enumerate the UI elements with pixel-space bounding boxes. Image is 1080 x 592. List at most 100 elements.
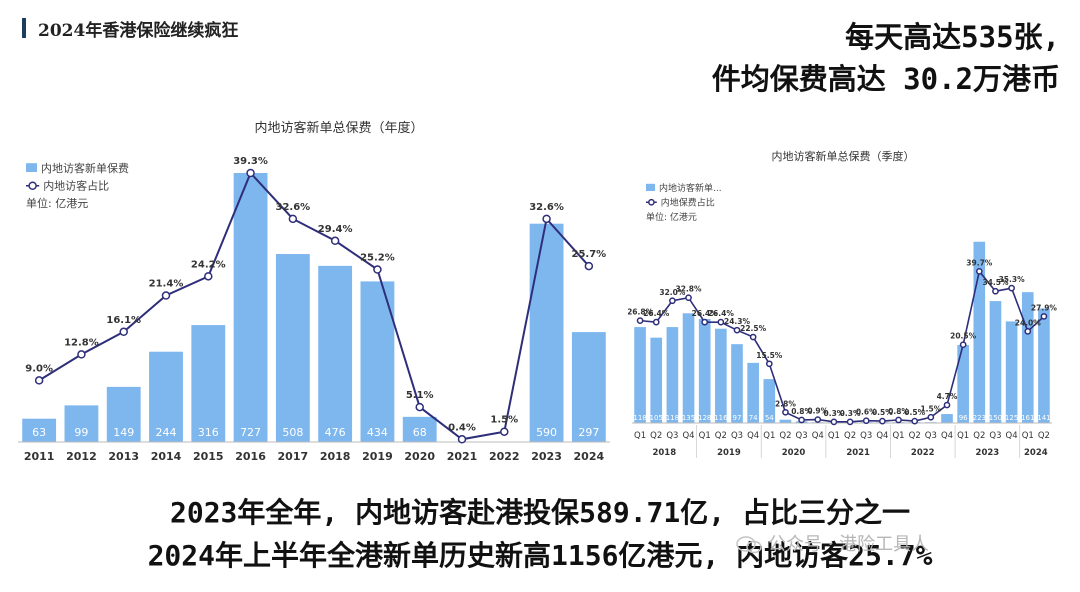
quarter-tick-label-14: Q3: [860, 431, 872, 441]
share-point-6: [733, 326, 741, 334]
bar-5: [233, 173, 268, 442]
share-value-label-12: 0.3%: [824, 409, 845, 418]
year-group-label-1: 2019: [717, 448, 741, 458]
share-point-17: [911, 417, 919, 425]
bar-3: [149, 351, 183, 442]
bar-value-label-3: 244: [156, 426, 177, 439]
share-value-label-4: 26.4%: [692, 309, 719, 318]
share-value-label-14: 0.6%: [856, 408, 877, 417]
share-value-label-18: 1.5%: [920, 404, 941, 413]
year-group-label-2: 2020: [782, 448, 806, 458]
bar-1: [650, 337, 663, 423]
bar-7: [318, 265, 353, 442]
share-value-label-6: 24.3%: [724, 317, 751, 326]
share-point-15: [879, 417, 886, 425]
x-tick-label-3: 2014: [151, 450, 182, 463]
share-point-8: [765, 360, 773, 368]
quarter-tick-label-1: Q2: [650, 431, 662, 441]
share-point-0: [34, 376, 44, 385]
year-group-label-6: 2024: [1024, 448, 1048, 458]
chart-title: 内地访客新单总保费（年度）: [254, 120, 423, 136]
x-tick-label-10: 2021: [447, 450, 478, 463]
bar-value-label-0: 118: [633, 414, 646, 422]
share-point-22: [992, 287, 999, 295]
bar-8: [763, 379, 776, 423]
legend-line-label: 内地访客占比: [43, 179, 109, 193]
bar-2: [666, 327, 679, 423]
x-tick-label-1: 2012: [66, 450, 97, 463]
quarter-tick-label-12: Q1: [828, 431, 840, 441]
share-point-4: [204, 272, 213, 281]
bar-value-label-13: 297: [578, 426, 599, 439]
legend-bar-swatch: [646, 183, 655, 191]
bar-value-label-5: 116: [714, 414, 728, 422]
quarter-tick-label-13: Q2: [844, 431, 856, 441]
share-point-19: [943, 401, 951, 409]
share-point-25: [1040, 313, 1048, 320]
bar-value-label-6: 508: [282, 426, 303, 439]
share-value-label-9: 5.1%: [406, 390, 434, 401]
quarter-tick-label-11: Q4: [812, 431, 824, 441]
legend-bar-label: 内地访客新单保费: [41, 161, 129, 175]
share-value-label-19: 4.7%: [937, 392, 958, 401]
legend-bar-swatch: [26, 163, 37, 172]
bar-2: [106, 386, 141, 442]
x-tick-label-0: 2011: [24, 450, 55, 463]
x-tick-label-12: 2023: [531, 450, 562, 463]
quarter-tick-label-23: Q4: [1006, 431, 1018, 441]
bar-value-label-12: 590: [536, 426, 557, 439]
share-point-18: [927, 413, 935, 421]
share-value-label-9: 2.8%: [775, 399, 796, 408]
share-point-2: [669, 297, 676, 305]
share-point-9: [415, 402, 424, 412]
x-tick-label-6: 2017: [278, 450, 309, 463]
quarter-tick-label-8: Q1: [763, 431, 775, 441]
bar-4: [191, 325, 226, 442]
x-tick-label-8: 2019: [362, 450, 393, 463]
bar-0: [22, 418, 57, 442]
share-line: [38, 171, 590, 441]
share-value-label-0: 26.8%: [628, 308, 654, 317]
chart-title: 内地访客新单总保费（季度）: [772, 149, 915, 163]
bar-23: [1005, 321, 1018, 423]
quarter-tick-label-18: Q3: [925, 431, 937, 441]
x-tick-label-2: 2013: [108, 450, 139, 463]
share-value-label-8: 15.5%: [756, 351, 783, 360]
share-value-label-2: 16.1%: [106, 315, 141, 326]
quarter-tick-label-25: Q2: [1038, 431, 1050, 441]
share-value-label-13: 0.3%: [840, 409, 861, 418]
bar-value-label-20: 96: [959, 414, 968, 422]
quarter-tick-label-24: Q1: [1022, 431, 1034, 441]
share-value-label-21: 39.7%: [966, 258, 993, 267]
share-value-label-3: 32.8%: [676, 285, 703, 294]
header-accent-bar: [22, 18, 26, 38]
share-point-8: [373, 265, 382, 274]
share-value-label-11: 1.5%: [490, 415, 518, 426]
share-point-9: [782, 408, 789, 416]
share-point-1: [77, 350, 86, 359]
share-value-label-22: 34.5%: [982, 278, 1009, 287]
year-group-label-0: 2018: [652, 448, 676, 458]
bar-value-label-22: 150: [989, 414, 1002, 422]
share-value-label-2: 32.0%: [659, 288, 686, 297]
share-point-23: [1008, 284, 1015, 292]
bar-value-label-7: 476: [325, 426, 346, 439]
bar-value-label-9: 68: [413, 426, 427, 439]
headline-line-1: 每天高达535张,: [845, 20, 1060, 54]
bar-5: [715, 328, 727, 423]
bar-19: [941, 414, 953, 423]
bar-value-label-4: 316: [198, 426, 219, 439]
share-value-label-0: 9.0%: [25, 363, 53, 374]
share-point-14: [862, 417, 870, 425]
quarter-tick-label-3: Q4: [682, 431, 694, 441]
share-point-11: [500, 427, 509, 436]
x-tick-label-4: 2015: [193, 450, 224, 463]
quarter-tick-label-9: Q2: [779, 431, 791, 441]
quarter-tick-label-2: Q3: [666, 431, 678, 441]
quarter-tick-label-10: Q3: [796, 431, 808, 441]
x-tick-label-7: 2018: [320, 450, 351, 463]
share-point-10: [798, 416, 805, 424]
bar-6: [731, 344, 743, 423]
bar-value-label-2: 118: [666, 414, 679, 422]
share-point-4: [701, 318, 709, 326]
